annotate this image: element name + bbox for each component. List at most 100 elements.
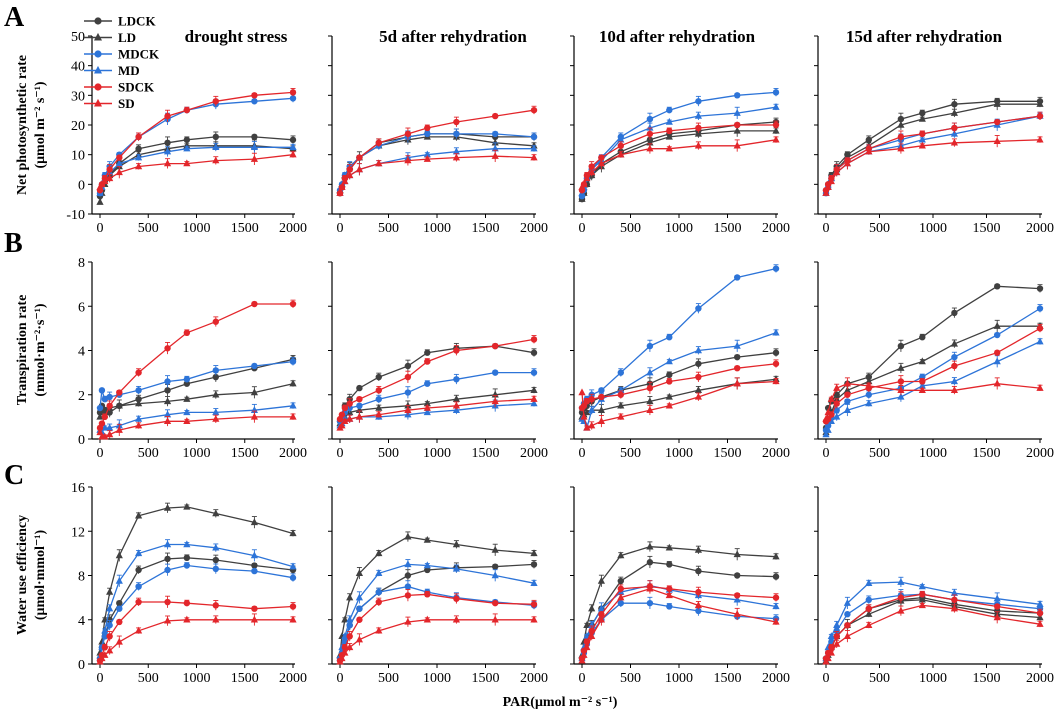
point-marker (530, 349, 538, 356)
x-tick-label: 1000 (423, 221, 451, 236)
point-marker (822, 414, 830, 422)
x-tick-label: 2000 (1026, 446, 1054, 461)
point-marker (897, 594, 905, 601)
point-marker (183, 136, 191, 144)
point-marker (646, 542, 654, 550)
point-marker (597, 159, 605, 167)
point-marker (865, 605, 872, 612)
point-marker (183, 599, 191, 607)
point-marker (452, 395, 460, 402)
point-marker (993, 594, 1001, 602)
x-tick-label: 2000 (762, 671, 790, 686)
point-marker (695, 607, 702, 615)
point-marker (212, 367, 219, 374)
point-marker (452, 401, 460, 409)
point-marker (772, 594, 780, 601)
point-marker (164, 378, 171, 385)
point-marker (617, 386, 625, 394)
point-marker (492, 130, 499, 138)
point-marker (733, 379, 741, 387)
point-marker (404, 532, 412, 540)
x-tick-label: 2000 (762, 446, 790, 461)
point-marker (530, 369, 538, 376)
legend-label: LD (118, 30, 136, 45)
point-marker (101, 651, 109, 658)
y-tick-label: 16 (71, 481, 85, 496)
series-line (825, 103, 1040, 194)
point-marker (588, 168, 596, 176)
point-marker (918, 381, 926, 389)
series-md (336, 559, 538, 662)
point-marker (423, 535, 431, 543)
point-marker (424, 591, 431, 598)
point-marker (530, 561, 538, 568)
point-marker (492, 342, 499, 350)
point-marker (341, 648, 349, 656)
point-marker (597, 576, 605, 584)
point-marker (250, 143, 258, 150)
point-marker (530, 144, 538, 152)
point-marker (164, 387, 171, 394)
legend-label: MD (118, 63, 140, 78)
point-marker (1036, 305, 1044, 312)
x-tick-label: 0 (337, 221, 344, 236)
point-marker (115, 426, 123, 433)
point-marker (666, 334, 673, 341)
point-marker (951, 309, 958, 317)
point-marker (424, 349, 431, 356)
x-tick-label: 500 (378, 221, 399, 236)
point-marker (492, 112, 499, 120)
point-marker (833, 407, 840, 414)
point-marker (583, 398, 591, 405)
point-marker (919, 378, 926, 385)
point-marker (694, 111, 702, 119)
point-marker (897, 342, 905, 350)
point-marker (772, 360, 780, 367)
point-marker (598, 387, 605, 394)
point-marker (733, 595, 741, 603)
point-marker (164, 112, 171, 120)
point-marker (694, 346, 702, 354)
x-tick-label: 2000 (520, 446, 548, 461)
point-marker (251, 300, 258, 308)
point-marker (897, 364, 905, 371)
point-marker (423, 408, 431, 416)
series-ldck (336, 128, 538, 197)
y-axis-unit-a: (μmol m⁻² s⁻¹) (33, 81, 48, 168)
point-marker (646, 144, 654, 152)
x-tick-label: 1500 (231, 671, 259, 686)
legend-item-md: MD (84, 63, 140, 78)
point-marker (865, 399, 873, 407)
x-tick-label: 1000 (423, 671, 451, 686)
point-marker (833, 383, 841, 391)
point-marker (251, 133, 258, 141)
point-marker (897, 378, 905, 385)
x-tick-label: 2000 (520, 671, 548, 686)
point-marker (212, 602, 219, 609)
point-marker (828, 644, 835, 651)
series-line (825, 383, 1041, 420)
point-marker (183, 408, 191, 416)
point-marker (338, 183, 346, 190)
x-tick-label: 2000 (1026, 671, 1054, 686)
point-marker (993, 100, 1001, 107)
point-marker (212, 414, 220, 422)
point-marker (346, 633, 353, 640)
point-marker (694, 601, 702, 609)
x-tick-label: 500 (138, 671, 159, 686)
point-marker (733, 141, 741, 149)
point-marker (452, 153, 460, 161)
y-axis-label-a: Net photosynthetic rate (15, 55, 30, 195)
point-marker (843, 379, 851, 387)
point-marker (646, 342, 654, 350)
y-tick-label: 10 (71, 149, 85, 164)
point-marker (289, 136, 297, 144)
point-marker (865, 377, 873, 385)
point-marker (375, 569, 383, 576)
point-marker (346, 643, 354, 651)
point-marker (212, 565, 219, 573)
point-marker (106, 174, 114, 182)
point-marker (833, 633, 840, 640)
point-marker (375, 159, 383, 167)
point-marker (1036, 605, 1044, 612)
